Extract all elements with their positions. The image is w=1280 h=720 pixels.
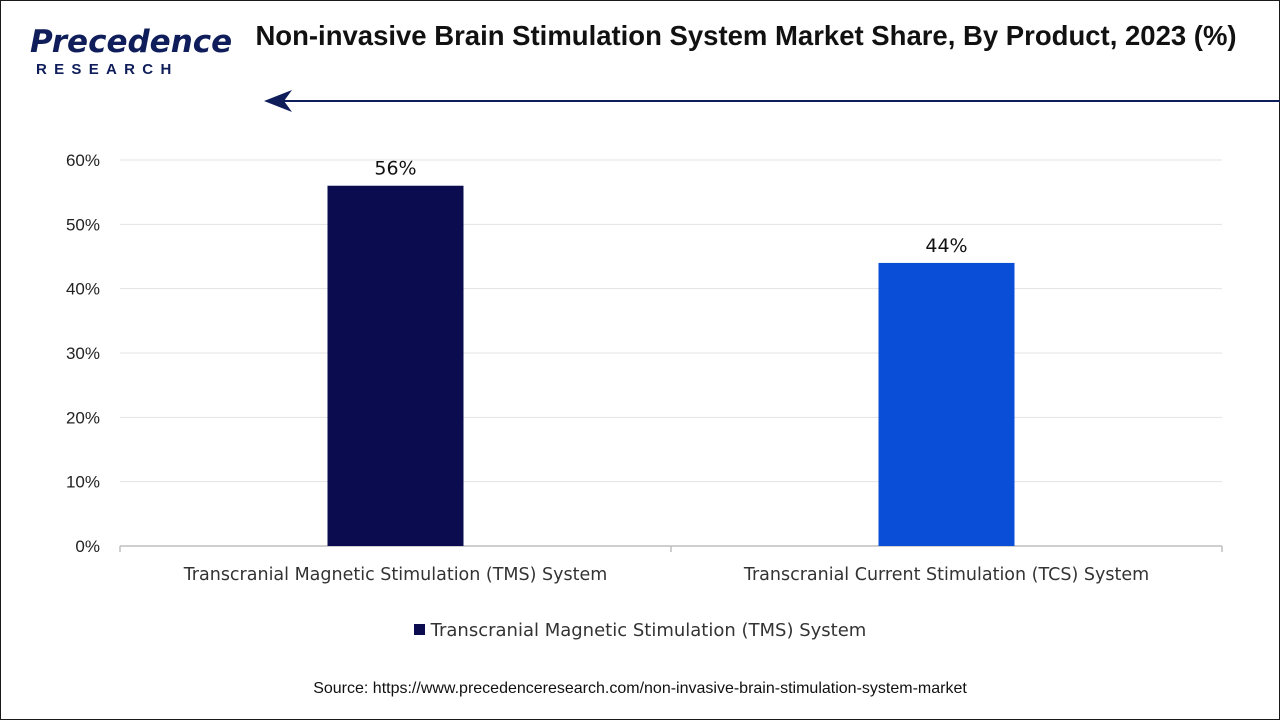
arrow-left-icon: [264, 90, 292, 112]
y-tick-label: 50%: [66, 215, 100, 234]
bar-chart: 0% 10% 20% 30% 40% 50% 60% 56% Transcranial Magn…: [66, 151, 1223, 585]
precedence-logo: Precedence RESEARCH: [30, 24, 233, 84]
chart-title: Non-invasive Brain Stimulation System Ma…: [255, 20, 1237, 51]
title-underline-arrow: [264, 90, 1280, 112]
y-tick-label: 40%: [66, 280, 100, 299]
source-text: Source: https://www.precedenceresearch.c…: [313, 680, 967, 697]
bar-2: [878, 262, 1015, 546]
legend-swatch: [413, 624, 425, 635]
x-tick-label: Transcranial Magnetic Stimulation (TMS) …: [183, 565, 608, 585]
logo-sub-text: RESEARCH: [36, 61, 179, 78]
data-label: 56%: [374, 158, 416, 180]
data-label: 44%: [925, 235, 967, 257]
y-tick-label: 0%: [75, 537, 100, 556]
y-tick-label: 20%: [66, 408, 100, 427]
legend-label: Transcranial Magnetic Stimulation (TMS) …: [430, 620, 867, 641]
x-tick-label: Transcranial Current Stimulation (TCS) S…: [743, 565, 1149, 585]
bar-1: [327, 185, 464, 546]
y-tick-label: 30%: [66, 344, 100, 363]
y-tick-label: 60%: [66, 151, 100, 170]
logo-main-text: Precedence: [30, 24, 233, 60]
y-tick-label: 10%: [66, 473, 100, 492]
chart-legend: Transcranial Magnetic Stimulation (TMS) …: [0, 620, 1280, 641]
